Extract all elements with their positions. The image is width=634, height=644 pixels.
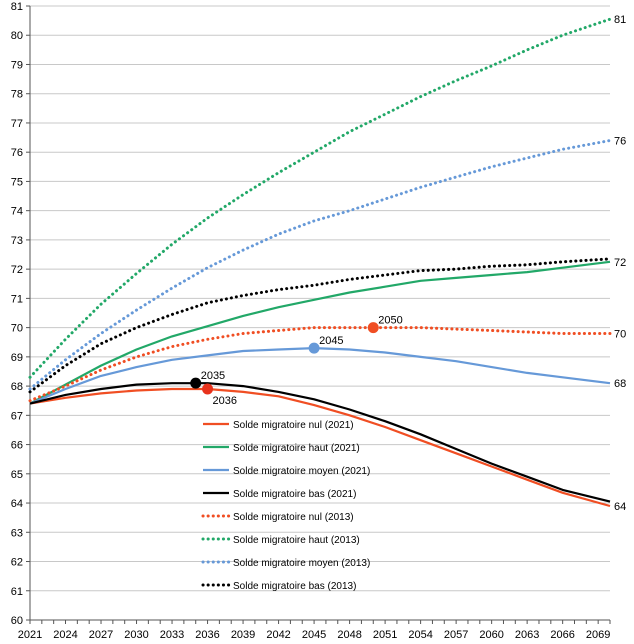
y-tick-label: 67 — [11, 410, 23, 422]
marker-label-2035: 2035 — [201, 370, 225, 382]
series-line-7 — [28, 257, 612, 394]
x-tick-label: 2063 — [515, 629, 539, 641]
y-tick-label: 65 — [11, 469, 23, 481]
legend-label-0: Solde migratoire nul (2021) — [233, 420, 354, 431]
series-lines — [28, 17, 612, 508]
series-line-0 — [29, 387, 611, 508]
end-label-6: 76 — [614, 135, 626, 147]
y-tick-label: 72 — [11, 264, 23, 276]
y-tick-label: 81 — [11, 1, 23, 13]
y-tick-label: 63 — [11, 527, 23, 539]
axes — [29, 6, 610, 621]
x-tick-label: 2054 — [408, 629, 432, 641]
y-tick-label: 69 — [11, 352, 23, 364]
x-tick-label: 2048 — [337, 629, 361, 641]
y-tick-label: 74 — [11, 206, 23, 218]
x-tick-label: 2039 — [231, 629, 255, 641]
y-tick-label: 68 — [11, 381, 23, 393]
x-tick-label: 2027 — [89, 629, 113, 641]
y-tick-label: 79 — [11, 59, 23, 71]
y-tick-label: 78 — [11, 89, 23, 101]
series-line-5 — [28, 17, 612, 379]
end-label-4: 70 — [614, 328, 626, 340]
end-label-1: 72 — [614, 257, 626, 269]
legend-label-3: Solde migratoire bas (2021) — [233, 489, 356, 500]
marker-dot-2035 — [190, 377, 202, 389]
x-tick-label: 2057 — [444, 629, 468, 641]
legend-label-1: Solde migratoire haut (2021) — [233, 443, 360, 454]
x-tick-label: 2024 — [53, 629, 77, 641]
marker-label-2036: 2036 — [213, 395, 237, 407]
x-tick-label: 2069 — [586, 629, 610, 641]
series-line-3 — [29, 382, 611, 503]
end-labels: 64 72 68 70 81 76 — [614, 14, 626, 513]
x-tick-label: 2036 — [195, 629, 219, 641]
x-tick-label: 2033 — [160, 629, 184, 641]
marker-dot-2045 — [308, 342, 320, 354]
gridlines — [30, 5, 610, 621]
y-tick-label: 76 — [11, 147, 23, 159]
marker-label-2050: 2050 — [378, 315, 402, 327]
y-tick-label: 61 — [11, 586, 23, 598]
marker-label-2045: 2045 — [319, 335, 343, 347]
x-tick-label: 2030 — [124, 629, 148, 641]
y-tick-label: 77 — [11, 118, 23, 130]
y-tick-label: 80 — [11, 30, 23, 42]
x-tick-label: 2060 — [479, 629, 503, 641]
x-tick-label: 2051 — [373, 629, 397, 641]
series-line-6 — [28, 139, 612, 391]
x-axis-ticks: 2021 2024 2027 2030 2033 2036 2039 2042 2045 2048… — [18, 620, 611, 641]
legend: Solde migratoire nul (2021) Solde migrato… — [201, 420, 370, 592]
highlight-markers: 2035 2036 2045 2050 — [190, 315, 403, 407]
end-label-0: 64 — [614, 501, 626, 513]
legend-label-2: Solde migratoire moyen (2021) — [233, 466, 370, 477]
y-tick-label: 71 — [11, 293, 23, 305]
series-line-1 — [29, 260, 611, 405]
y-tick-label: 66 — [11, 440, 23, 452]
x-tick-label: 2045 — [302, 629, 326, 641]
end-label-5: 81 — [614, 14, 626, 26]
y-tick-label: 60 — [11, 615, 23, 627]
series-line-4 — [28, 326, 612, 403]
y-tick-label: 62 — [11, 557, 23, 569]
marker-dot-2050 — [367, 322, 379, 334]
end-label-2: 68 — [614, 378, 626, 390]
x-tick-label: 2066 — [550, 629, 574, 641]
y-tick-label: 70 — [11, 323, 23, 335]
y-tick-label: 75 — [11, 176, 23, 188]
marker-dot-2036 — [202, 383, 214, 395]
legend-label-7: Solde migratoire bas (2013) — [233, 581, 356, 592]
x-tick-label: 2042 — [266, 629, 290, 641]
y-tick-label: 73 — [11, 235, 23, 247]
y-axis-ticks: 60 61 62 63 64 65 66 67 68 69 70 71 72 73 74 75 76 77 78 79… — [11, 1, 30, 627]
x-tick-label: 2021 — [18, 629, 42, 641]
legend-label-6: Solde migratoire moyen (2013) — [233, 558, 370, 569]
y-tick-label: 64 — [11, 498, 23, 510]
legend-label-4: Solde migratoire nul (2013) — [233, 512, 354, 523]
legend-label-5: Solde migratoire haut (2013) — [233, 535, 360, 546]
